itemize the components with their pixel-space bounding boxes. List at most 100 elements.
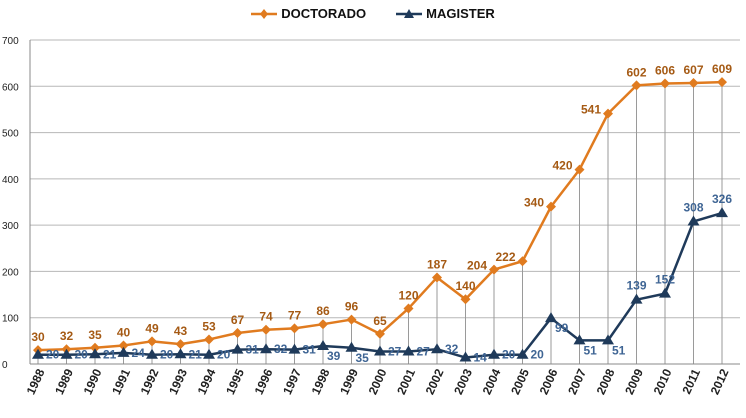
- point-doctorado: [289, 323, 300, 334]
- x-tick-label: 2009: [622, 366, 646, 396]
- data-label-magister: 326: [712, 192, 732, 206]
- x-tick-label: 2011: [679, 366, 703, 396]
- point-doctorado: [631, 80, 642, 91]
- point-doctorado: [90, 342, 100, 353]
- point-doctorado: [489, 264, 499, 275]
- data-label-doctorado: 204: [467, 259, 487, 273]
- y-tick-label: 700: [2, 36, 19, 47]
- point-magister: [32, 348, 44, 359]
- x-tick-label: 1997: [280, 366, 304, 396]
- data-label-doctorado: 40: [117, 325, 131, 339]
- x-tick-label: 2004: [480, 366, 504, 396]
- data-label-magister: 32: [445, 342, 459, 356]
- data-label-doctorado: 35: [88, 328, 102, 342]
- point-doctorado: [346, 314, 357, 325]
- data-label-magister: 308: [683, 200, 703, 214]
- point-magister: [146, 348, 158, 359]
- data-label-doctorado: 606: [655, 64, 675, 78]
- point-magister: [117, 346, 130, 357]
- legend-item-magister: MAGISTER: [396, 6, 495, 21]
- data-label-doctorado: 49: [145, 321, 159, 335]
- data-label-magister: 139: [626, 279, 646, 293]
- data-label-magister: 21: [103, 347, 117, 361]
- data-label-doctorado: 222: [495, 250, 515, 264]
- point-magister: [288, 343, 301, 354]
- legend-item-doctorado: DOCTORADO: [251, 6, 366, 21]
- point-doctorado: [717, 77, 727, 88]
- series-line-doctorado: [37, 80, 723, 352]
- data-label-doctorado: 43: [174, 324, 188, 338]
- point-doctorado: [688, 78, 699, 89]
- legend-label-doctorado: DOCTORADO: [281, 6, 367, 21]
- data-label-magister: 99: [555, 321, 569, 335]
- point-magister: [545, 312, 557, 323]
- data-label-magister: 20: [160, 348, 174, 362]
- x-tick-label: 1992: [138, 366, 162, 396]
- data-label-doctorado: 53: [202, 319, 216, 333]
- point-magister: [317, 339, 329, 350]
- data-label-magister: 20: [502, 348, 516, 362]
- x-tick-label: 1990: [81, 366, 105, 396]
- point-magister: [174, 348, 187, 359]
- y-tick-label: 600: [2, 82, 19, 93]
- point-doctorado: [603, 108, 613, 119]
- chart-legend: DOCTORADO MAGISTER: [0, 6, 746, 21]
- data-label-doctorado: 30: [31, 330, 45, 344]
- point-doctorado: [432, 272, 442, 283]
- point-magister: [345, 341, 358, 352]
- x-tick-label: 2000: [366, 366, 390, 396]
- data-label-doctorado: 541: [581, 103, 601, 117]
- data-labels: 20 20 21 24 20 21 20 31 32 31 39 35 27 27 32 14 20 20 99 51…: [31, 62, 732, 365]
- x-tick-label: 1988: [24, 366, 48, 396]
- x-tick-label: 1995: [223, 366, 247, 396]
- x-tick-label: 2006: [537, 366, 561, 396]
- x-tick-label: 2012: [708, 366, 732, 396]
- y-tick-label: 200: [2, 267, 19, 278]
- data-label-doctorado: 96: [345, 300, 359, 314]
- point-magister: [602, 334, 614, 345]
- data-label-doctorado: 140: [455, 279, 475, 293]
- point-doctorado: [403, 303, 414, 314]
- point-doctorado: [318, 319, 328, 330]
- point-magister: [573, 334, 586, 345]
- data-label-doctorado: 86: [316, 304, 330, 318]
- point-magister: [260, 343, 272, 354]
- doctorado-legend-icon: [251, 8, 278, 19]
- point-doctorado: [517, 256, 528, 267]
- series-layer: [32, 77, 728, 362]
- data-label-doctorado: 187: [427, 257, 447, 271]
- x-tick-label: 2001: [394, 366, 418, 396]
- point-magister: [659, 287, 671, 298]
- data-label-magister: 51: [612, 343, 626, 357]
- data-label-magister: 20: [217, 348, 231, 362]
- data-label-magister: 20: [46, 348, 60, 362]
- data-label-magister: 27: [388, 345, 402, 359]
- x-tick-label: 2008: [594, 366, 618, 396]
- point-doctorado: [147, 336, 157, 347]
- point-magister: [60, 348, 73, 359]
- x-tick-label: 1999: [337, 366, 361, 396]
- data-label-doctorado: 32: [60, 329, 74, 343]
- data-label-magister: 51: [584, 343, 598, 357]
- x-tick-label: 1991: [109, 366, 133, 396]
- data-label-doctorado: 65: [373, 314, 387, 328]
- point-doctorado: [232, 327, 243, 338]
- x-tick-label: 2005: [508, 366, 532, 396]
- data-label-doctorado: 609: [712, 62, 732, 76]
- x-tick-label: 1989: [52, 366, 76, 396]
- x-tick-label: 2010: [651, 366, 675, 396]
- data-label-magister: 31: [303, 343, 317, 357]
- point-magister: [203, 348, 215, 359]
- data-label-magister: 27: [417, 345, 431, 359]
- data-label-doctorado: 602: [626, 65, 646, 79]
- x-tick-label: 1998: [309, 366, 333, 396]
- point-doctorado: [660, 78, 670, 89]
- point-doctorado: [118, 340, 129, 351]
- point-doctorado: [375, 328, 385, 339]
- data-label-magister: 31: [246, 343, 260, 357]
- x-tick-label: 1996: [252, 366, 276, 396]
- data-label-doctorado: 607: [683, 63, 703, 77]
- y-tick-label: 400: [2, 175, 19, 186]
- point-magister: [459, 351, 472, 362]
- x-tick-label: 2002: [423, 366, 447, 396]
